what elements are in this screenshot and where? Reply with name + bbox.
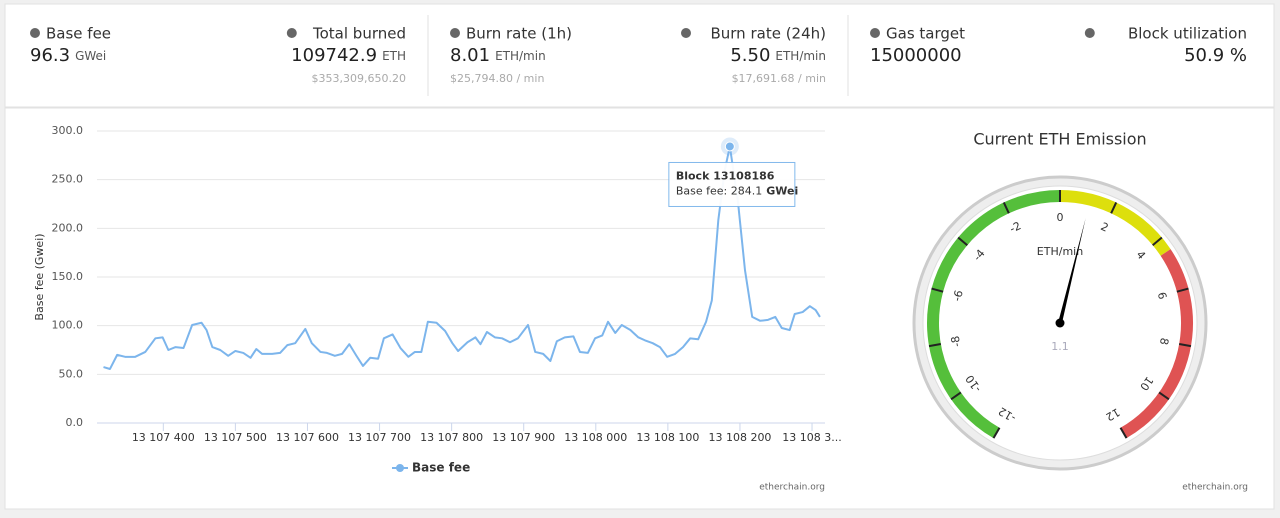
gauge-band [1120,249,1193,439]
gauge-tick [1110,202,1118,214]
gauge-value: 1.1 [1051,340,1069,353]
series-line [103,145,821,370]
credit: etherchain.org [1182,483,1248,493]
stat-value: 5.50 ETH/min [730,45,826,66]
stat-label: Block utilization [1128,25,1247,43]
hover-point [724,141,735,152]
gauge-tick [957,236,968,246]
legend-marker [396,464,404,472]
gauge-needle [1057,218,1086,327]
gauge-tick [1119,427,1128,439]
gauge-tick [992,427,1001,439]
stat-icon [30,28,40,38]
stat-unit: ETH [382,49,406,63]
y-axis-label: Base fee (Gwei) [33,233,46,320]
stat-unit: GWei [75,49,106,63]
tooltip-value: Base fee: 284.1 [676,184,762,197]
stat-number: 8.01 [450,45,490,66]
tooltip [668,161,796,207]
stat-icon [870,28,880,38]
gauge-tick-label: 6 [1155,291,1169,301]
x-tick-label: 13 108 3... [782,431,841,444]
gauge-title: Current ETH Emission [973,130,1146,149]
x-tick-label: 13 108 200 [708,431,771,444]
y-tick-label: 200.0 [52,221,84,234]
gauge-pivot [1055,318,1065,328]
stat-unit: ETH/min [495,49,546,63]
gauge-tick-label: 8 [1157,337,1171,346]
tooltip-text: Base fee: 284.1 GWei [676,184,798,197]
stat-sub: $353,309,650.20 [312,72,406,85]
y-tick-label: 250.0 [52,173,84,186]
credit: etherchain.org [759,483,825,493]
stat-unit: ETH/min [775,49,826,63]
gauge-tick [1176,287,1189,293]
stat-label: Base fee [46,25,111,43]
x-tick-label: 13 107 700 [348,431,411,444]
x-tick-label: 13 107 400 [132,431,195,444]
tooltip-unit: GWei [766,184,798,197]
stat-sub: $17,691.68 / min [732,72,826,85]
x-tick-label: 13 108 000 [564,431,627,444]
y-tick-label: 300.0 [52,124,84,137]
gauge-chart: Current ETH Emission-12-10-8-6-4-2024681… [912,130,1248,493]
gauge-unit: ETH/min [1037,245,1083,258]
tooltip-title: Block 13108186 [676,169,775,182]
x-tick-label: 13 108 100 [636,431,699,444]
x-tick-label: 13 107 600 [276,431,339,444]
gauge-tick-label: 12 [1103,405,1122,423]
y-tick-label: 0.0 [66,416,84,429]
gauge-tick [928,343,942,348]
stat-number: 50.9 % [1184,45,1247,66]
stat-value: 15000000 [870,45,962,66]
stat-value: 8.01 ETH/min [450,45,546,66]
x-tick-label: 13 107 500 [204,431,267,444]
gauge-tick [931,287,944,293]
stat-icon [286,28,297,38]
gauge-tick-label: 0 [1057,211,1064,224]
stat-label: Total burned [312,25,406,43]
gauge-tick [1002,202,1010,214]
stat-number: 5.50 [730,45,770,66]
gauge-tick [1158,391,1170,401]
stat-number: 96.3 [30,45,70,66]
gauge-tick-label: -6 [950,289,965,303]
gauge-tick-label: 2 [1099,220,1111,235]
legend-label: Base fee [412,461,470,475]
line-chart: 0.0 50.0 100.0 150.0 200.0 250.0 300.0 13 107 4… [33,124,842,493]
stat-icon [1084,28,1095,38]
stats-card [4,3,1275,108]
stat-value: 96.3 GWei [30,45,106,66]
gauge-tick [1152,236,1163,246]
y-tick-label: 150.0 [52,270,84,283]
gauge-tick-label: -8 [949,335,964,348]
stat-number: 109742.9 [291,45,377,66]
stat-label: Burn rate (24h) [710,25,826,43]
y-tick-label: 100.0 [52,319,84,332]
gauge-tick [1178,343,1192,348]
stat-number: 15000000 [870,45,962,66]
stat-value: 50.9 % [1184,45,1247,66]
stat-value: 109742.9 ETH [291,45,406,66]
stat-label: Burn rate (1h) [466,25,572,43]
stat-icon [681,28,691,38]
stats: Base fee 96.3 GWei Total burned 109742.9 ETH $… [30,25,1247,85]
stat-sub: $25,794.80 / min [450,72,544,85]
stat-label: Gas target [886,25,965,43]
gauge-tick [950,391,962,401]
x-tick-label: 13 107 900 [492,431,555,444]
y-tick-label: 50.0 [59,367,84,380]
x-tick-label: 13 107 800 [420,431,483,444]
stat-icon [450,28,460,38]
gauge-tick-label: -2 [1008,219,1023,235]
